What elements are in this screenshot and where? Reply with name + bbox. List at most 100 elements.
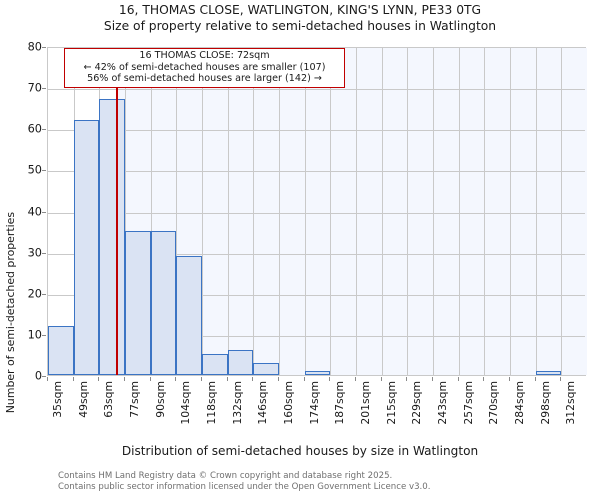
- gridline-vertical: [304, 48, 306, 375]
- x-tick-mark: [47, 377, 48, 381]
- annotation-line-2: ← 42% of semi-detached houses are smalle…: [83, 61, 326, 73]
- gridline-horizontal: [48, 294, 585, 296]
- gridline-vertical: [510, 48, 511, 375]
- y-tick-label: 70: [27, 81, 42, 95]
- x-tick-label: 174sqm: [307, 381, 321, 425]
- y-tick-mark: [42, 47, 46, 48]
- y-tick-mark: [42, 129, 46, 131]
- gridline-vertical: [150, 48, 152, 375]
- gridline-vertical: [330, 48, 332, 375]
- x-tick-label: 298sqm: [538, 381, 552, 425]
- x-tick-mark: [201, 377, 202, 381]
- x-tick-mark: [98, 377, 100, 381]
- y-axis-label: Number of semi-detached properties: [4, 212, 17, 414]
- x-tick-mark: [72, 377, 74, 381]
- bar-104sqm: [176, 255, 202, 375]
- x-tick-mark: [355, 377, 356, 381]
- gridline-horizontal: [48, 253, 585, 255]
- x-tick-mark: [380, 377, 382, 381]
- gridline-vertical: [202, 48, 203, 375]
- gridline-vertical: [125, 48, 126, 375]
- y-tick-label: 30: [27, 246, 42, 260]
- y-tick-mark: [42, 88, 46, 90]
- y-tick-label: 80: [27, 40, 42, 54]
- bar-298sqm: [535, 370, 562, 375]
- page-subtitle: Size of property relative to semi-detach…: [103, 19, 497, 33]
- gridline-horizontal: [48, 130, 585, 132]
- x-tick-label: 215sqm: [384, 381, 398, 425]
- x-tick-label: 270sqm: [487, 381, 501, 425]
- y-tick-mark: [42, 293, 46, 295]
- x-tick-label: 104sqm: [179, 381, 193, 425]
- y-axis-ticks: 0 10 20 30 40 50 60 70 80: [0, 0, 46, 500]
- x-tick-label: 243sqm: [436, 381, 449, 425]
- x-tick-label: 284sqm: [513, 381, 526, 425]
- x-tick-mark: [534, 377, 536, 381]
- gridline-horizontal: [48, 335, 585, 337]
- y-tick-label: 10: [27, 328, 42, 342]
- gridline-horizontal: [48, 212, 585, 214]
- chart-title-block: 16, THOMAS CLOSE, WATLINGTON, KING'S LYN…: [0, 2, 600, 34]
- x-tick-label: 49sqm: [76, 381, 90, 418]
- bar-132sqm: [227, 350, 254, 375]
- x-tick-label: 77sqm: [128, 381, 141, 418]
- bar-49sqm: [73, 120, 100, 375]
- annotation-line-1: 16 THOMAS CLOSE: 72sqm: [139, 50, 270, 61]
- footer-attribution: Contains HM Land Registry data © Crown c…: [58, 471, 598, 492]
- x-axis-label: Distribution of semi-detached houses by …: [121, 444, 479, 458]
- gridline-vertical: [253, 48, 255, 375]
- x-tick-label: 160sqm: [282, 381, 295, 425]
- gridline-vertical: [176, 48, 178, 375]
- x-tick-label: 146sqm: [256, 381, 270, 425]
- y-tick-label: 20: [27, 287, 42, 301]
- gridline-vertical: [381, 48, 383, 375]
- gridline-horizontal: [48, 89, 585, 91]
- annotation-box: 16 THOMAS CLOSE: 72sqm ← 42% of semi-det…: [64, 48, 345, 88]
- gridline-vertical: [535, 48, 537, 375]
- plot-area: [47, 47, 587, 376]
- x-tick-label: 312sqm: [564, 381, 578, 425]
- footer-line-2: Contains public sector information licen…: [58, 481, 431, 492]
- x-tick-label: 35sqm: [51, 381, 64, 418]
- y-tick-label: 0: [34, 369, 42, 383]
- bar-77sqm: [125, 231, 151, 375]
- x-tick-mark: [303, 377, 305, 381]
- gridline-vertical: [407, 48, 409, 375]
- x-tick-mark: [175, 377, 177, 381]
- x-tick-mark: [329, 377, 331, 381]
- x-tick-mark: [226, 377, 228, 381]
- y-tick-label: 40: [27, 205, 42, 218]
- x-tick-mark: [432, 377, 433, 381]
- y-tick-mark: [42, 376, 46, 377]
- x-tick-label: 90sqm: [153, 381, 167, 418]
- x-tick-label: 63sqm: [102, 381, 116, 418]
- property-marker-line: [115, 48, 118, 375]
- x-tick-label: 118sqm: [205, 381, 218, 425]
- gridline-vertical: [227, 48, 229, 375]
- y-tick-mark: [42, 252, 46, 254]
- x-tick-mark: [149, 377, 151, 381]
- x-tick-label: 229sqm: [410, 381, 424, 425]
- x-tick-label: 132sqm: [230, 381, 244, 425]
- bar-90sqm: [150, 231, 177, 375]
- x-tick-label: 187sqm: [333, 381, 347, 425]
- y-tick-mark: [42, 170, 46, 172]
- x-tick-mark: [560, 377, 562, 381]
- bar-35sqm: [48, 325, 74, 375]
- y-tick-label: 50: [27, 163, 42, 177]
- bar-174sqm: [304, 370, 331, 375]
- y-tick-mark: [42, 211, 46, 213]
- gridline-vertical: [561, 48, 563, 375]
- gridline-vertical: [458, 48, 460, 375]
- y-tick-mark: [42, 334, 46, 336]
- bar-118sqm: [202, 354, 228, 375]
- x-tick-mark: [278, 377, 279, 381]
- x-tick-mark: [252, 377, 254, 381]
- x-tick-mark: [124, 377, 125, 381]
- x-tick-mark: [509, 377, 510, 381]
- gridline-vertical: [356, 48, 357, 375]
- gridline-horizontal: [48, 171, 585, 173]
- x-tick-mark: [483, 377, 485, 381]
